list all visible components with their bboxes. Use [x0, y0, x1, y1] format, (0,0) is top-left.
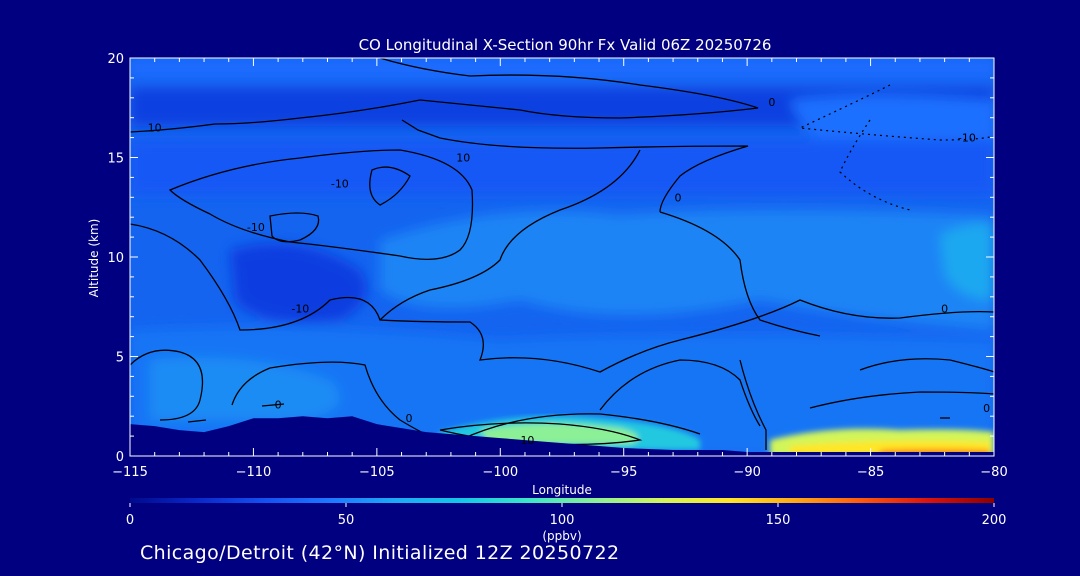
co-region-mid-dark [230, 243, 367, 323]
y-tick-label: 20 [107, 52, 124, 67]
colorbar-tick-label: 50 [338, 513, 355, 528]
contour-line [379, 149, 641, 321]
x-tick-label: −85 [857, 465, 884, 480]
contour-line [599, 359, 761, 427]
contour-line [130, 349, 204, 421]
contour-line [459, 413, 701, 441]
contour-line [401, 119, 749, 213]
colorbar-tick-label: 150 [766, 513, 791, 528]
x-axis: −115 −110 −105 −100 −95 −90 −85 −80 [112, 58, 1008, 480]
contour-label: -10 [291, 303, 309, 316]
co-field-shading [130, 58, 994, 456]
plot-area [130, 58, 994, 456]
colorbar [130, 498, 994, 503]
y-tick-label: 10 [107, 251, 124, 266]
x-tick-label: −95 [610, 465, 637, 480]
y-tick-label: 0 [116, 450, 124, 465]
x-tick-label: −110 [236, 465, 272, 480]
y-axis: 0 5 10 15 20 [107, 52, 994, 465]
contour-line [130, 58, 759, 133]
x-axis-label: Longitude [532, 483, 592, 497]
contour-label: 0 [275, 398, 282, 411]
terrain-mask [130, 416, 994, 456]
colorbar-ticks: 0 50 100 150 200 [126, 503, 1007, 528]
contour-line [809, 391, 994, 409]
co-region-right-cyan [940, 223, 994, 300]
x-tick-label: −105 [359, 465, 395, 480]
contour-label: 10 [520, 434, 534, 447]
contour-label: -10 [331, 177, 349, 190]
footer-caption: Chicago/Detroit (42°N) Initialized 12Z 2… [140, 542, 620, 564]
contour-label: -10 [247, 221, 265, 234]
colorbar-tick-label: 100 [550, 513, 575, 528]
contour-lines-dotted [797, 84, 994, 211]
colorbar-tick-label: 200 [982, 513, 1007, 528]
co-region-lower-light [150, 357, 340, 420]
y-tick-label: 5 [116, 351, 124, 366]
contour-line [859, 358, 994, 373]
contour-label: 0 [941, 303, 948, 316]
co-band-mid-upper [130, 140, 994, 195]
contour-line [130, 223, 994, 373]
contour-line [261, 403, 285, 407]
contour-line [269, 212, 320, 243]
contour-lines [130, 58, 994, 450]
contour-line [659, 211, 821, 337]
contour-line [369, 166, 411, 206]
contour-label: 0 [983, 402, 990, 415]
x-tick-label: −115 [112, 465, 148, 480]
x-tick-label: −80 [980, 465, 1007, 480]
contour-line [231, 361, 431, 437]
contour-label: 0 [768, 96, 775, 109]
x-tick-label: −90 [733, 465, 760, 480]
contour-line-negative [839, 119, 911, 211]
x-tick-label: −100 [482, 465, 518, 480]
contour-label: -10 [958, 132, 976, 145]
contour-label: 0 [675, 191, 682, 204]
y-axis-label: Altitude (km) [87, 219, 101, 298]
contour-labels: 10 -10 -10 10 0 0 -10 0 -10 0 0 10 0 [148, 96, 990, 447]
co-band-top [130, 58, 994, 78]
contour-line [168, 149, 474, 260]
co-region-mid-light [380, 210, 994, 330]
y-tick-label: 15 [107, 152, 124, 167]
chart-title: CO Longitudinal X-Section 90hr Fx Valid … [359, 36, 772, 54]
contour-label: 10 [148, 122, 162, 135]
colorbar-units: (ppbv) [542, 529, 581, 543]
contour-label: 10 [456, 152, 470, 165]
colorbar-tick-label: 0 [126, 513, 134, 528]
contour-line [739, 359, 767, 450]
contour-label: 0 [405, 412, 412, 425]
contour-line [187, 419, 207, 423]
